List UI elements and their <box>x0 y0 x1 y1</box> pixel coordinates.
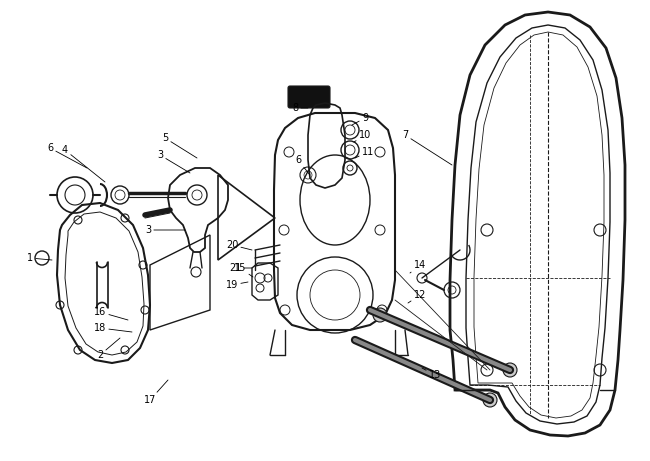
Circle shape <box>503 363 517 377</box>
Text: 17: 17 <box>144 380 168 405</box>
Text: 7: 7 <box>402 130 452 165</box>
Text: 10: 10 <box>354 130 371 142</box>
Text: 18: 18 <box>94 323 132 333</box>
Text: 8: 8 <box>292 103 308 113</box>
FancyBboxPatch shape <box>288 86 330 108</box>
Text: 1: 1 <box>27 253 52 263</box>
Text: 19: 19 <box>226 280 248 290</box>
Text: 6: 6 <box>295 155 310 175</box>
Text: 9: 9 <box>352 113 368 125</box>
Text: 5: 5 <box>162 133 197 158</box>
Text: 21: 21 <box>229 263 252 273</box>
Text: 6: 6 <box>47 143 87 168</box>
Text: 16: 16 <box>94 307 128 320</box>
Circle shape <box>373 308 387 322</box>
Text: 13: 13 <box>422 368 441 380</box>
Text: 2: 2 <box>97 338 120 360</box>
Text: 3: 3 <box>145 225 185 235</box>
Text: 15: 15 <box>234 263 253 277</box>
Text: 11: 11 <box>355 147 374 158</box>
Text: 3: 3 <box>157 150 190 173</box>
Circle shape <box>483 393 497 407</box>
Text: 4: 4 <box>62 145 105 182</box>
Text: 14: 14 <box>410 260 426 273</box>
Text: 20: 20 <box>226 240 252 250</box>
Text: 12: 12 <box>408 290 426 303</box>
